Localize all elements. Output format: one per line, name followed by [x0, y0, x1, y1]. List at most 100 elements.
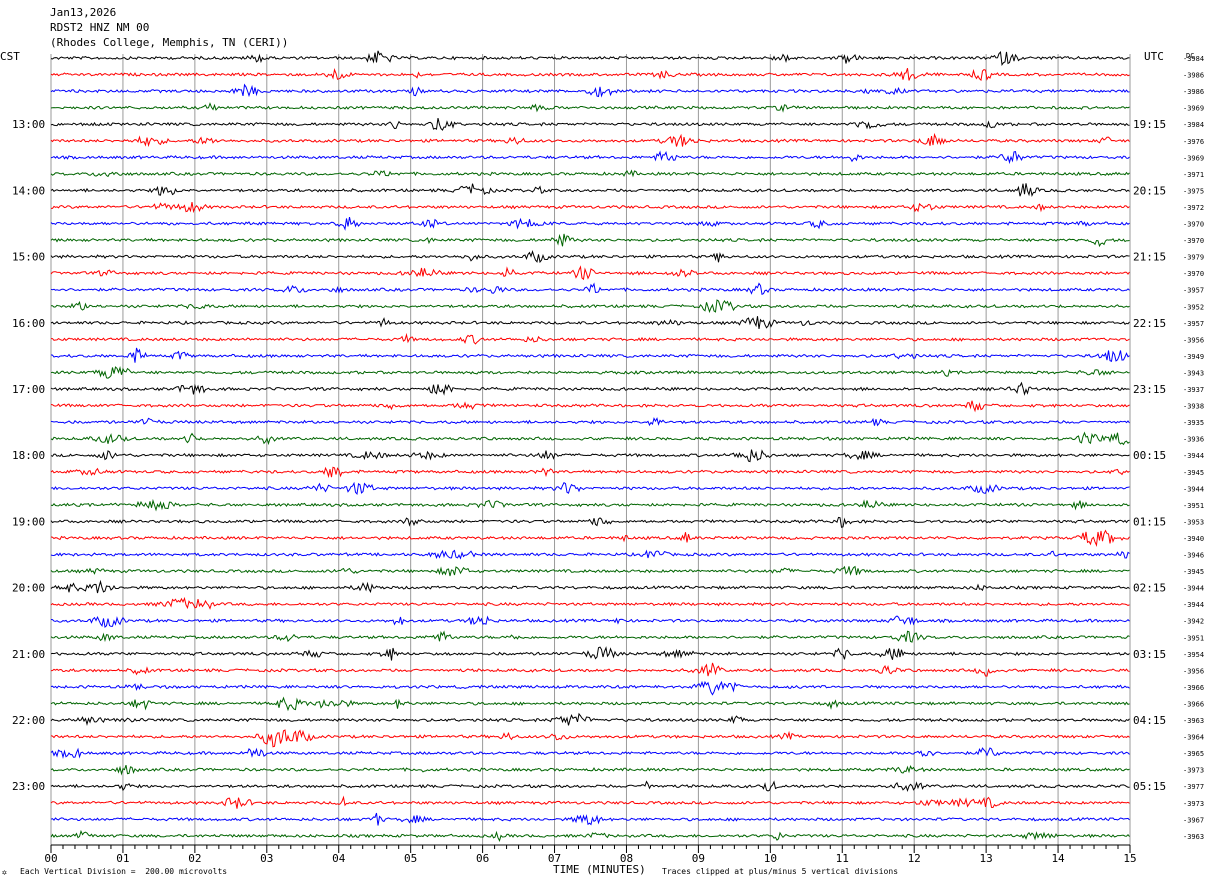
trace-line: [50, 549, 1130, 560]
trace-line: [50, 183, 1130, 197]
dc-offset-label: -3945: [1183, 469, 1204, 477]
plot-date: Jan13,2026: [50, 6, 117, 19]
x-tick-label: 02: [188, 852, 201, 865]
dc-offset-label: -3953: [1183, 518, 1204, 526]
trace-line: [50, 449, 1130, 463]
right-hour-label: 23:15: [1133, 383, 1166, 396]
trace-line: [50, 712, 1130, 726]
dc-offset-label: -3952: [1183, 303, 1204, 311]
trace-line: [50, 117, 1130, 131]
dc-offset-label: -3966: [1183, 700, 1204, 708]
dc-offset-label: -3969: [1183, 154, 1204, 162]
trace-line: [50, 680, 1130, 696]
trace-line: [50, 169, 1130, 178]
dc-offset-label: -3956: [1183, 667, 1204, 675]
trace-line: [50, 347, 1130, 363]
trace-line: [50, 481, 1130, 495]
dc-offset-label: -3973: [1183, 767, 1204, 775]
trace-line: [50, 102, 1130, 113]
x-tick-label: 07: [548, 852, 561, 865]
dc-offset-label: -3936: [1183, 436, 1204, 444]
dc-offset-label: -3944: [1183, 601, 1204, 609]
clip-note: Traces clipped at plus/minus 5 vertical …: [662, 867, 899, 876]
trace-line: [50, 646, 1130, 661]
trace-line: [50, 417, 1130, 427]
left-hour-label: 13:00: [12, 118, 45, 131]
x-tick-label: 06: [476, 852, 489, 865]
dc-offset-label: -3944: [1183, 452, 1204, 460]
left-hour-label: 21:00: [12, 648, 45, 661]
right-hour-label: 05:15: [1133, 780, 1166, 793]
dc-offset-label: -3957: [1183, 287, 1204, 295]
trace-line: [50, 68, 1130, 82]
x-tick-label: 11: [836, 852, 849, 865]
left-hour-label: 15:00: [12, 251, 45, 264]
trace-line: [50, 216, 1130, 231]
left-hour-label: 19:00: [12, 515, 45, 528]
dc-offset-label: -3965: [1183, 750, 1204, 758]
dc-offset-label: -3944: [1183, 485, 1204, 493]
dc-offset-label: -3942: [1183, 618, 1204, 626]
trace-line: [50, 696, 1130, 712]
corner-mark: ✡: [2, 868, 7, 877]
dc-offset-label: -3986: [1183, 88, 1204, 96]
dc-offset-label: -3986: [1183, 72, 1204, 80]
x-axis-title: TIME (MINUTES): [553, 863, 646, 876]
right-hour-label: 21:15: [1133, 251, 1166, 264]
dc-offset-label: -3971: [1183, 171, 1204, 179]
x-tick-label: 00: [44, 852, 57, 865]
trace-line: [50, 132, 1130, 148]
dc-offset-label: -3966: [1183, 684, 1204, 692]
trace-line: [50, 282, 1130, 296]
dc-offset-label: -3956: [1183, 336, 1204, 344]
trace-line: [50, 764, 1130, 776]
dc-offset-label: -3963: [1183, 717, 1204, 725]
dc-offset-label: -3963: [1183, 833, 1204, 841]
x-tick-label: 08: [620, 852, 633, 865]
right-hour-label: 19:15: [1133, 118, 1166, 131]
x-tick-label: 09: [692, 852, 705, 865]
dc-offset-label: -3975: [1183, 187, 1204, 195]
left-hour-label: 16:00: [12, 317, 45, 330]
dc-offset-label: -3984: [1183, 121, 1204, 129]
dc-offset-label: -3944: [1183, 585, 1204, 593]
station-location: (Rhodes College, Memphis, TN (CERI)): [50, 36, 289, 49]
trace-line: [50, 812, 1130, 826]
x-tick-label: 12: [908, 852, 921, 865]
left-hour-label: 14:00: [12, 184, 45, 197]
x-tick-label: 14: [1051, 852, 1065, 865]
trace-line: [50, 366, 1130, 379]
dc-offset-label: -3945: [1183, 568, 1204, 576]
trace-line: [50, 466, 1130, 479]
dc-offset-label: -3946: [1183, 552, 1204, 560]
x-tick-label: 03: [260, 852, 273, 865]
trace-line: [50, 747, 1130, 759]
trace-line: [50, 50, 1130, 66]
x-tick-label: 15: [1123, 852, 1136, 865]
dc-offset-label: -3976: [1183, 138, 1204, 146]
trace-line: [50, 630, 1130, 643]
dc-offset-label: -3951: [1183, 634, 1204, 642]
dc-offset-label: -3954: [1183, 651, 1204, 659]
trace-line: [50, 381, 1130, 396]
left-hour-label: 23:00: [12, 780, 45, 793]
dc-offset-label: -3951: [1183, 502, 1204, 510]
x-tick-label: 01: [116, 852, 129, 865]
trace-line: [50, 529, 1130, 548]
left-hour-label: 18:00: [12, 449, 45, 462]
trace-line: [50, 431, 1130, 446]
trace-line: [50, 829, 1130, 843]
right-hour-label: 00:15: [1133, 449, 1166, 462]
trace-line: [50, 83, 1130, 98]
x-tick-label: 13: [980, 852, 993, 865]
trace-line: [50, 265, 1130, 281]
trace-line: [50, 729, 1130, 748]
trace-line: [50, 565, 1130, 577]
right-hour-label: 04:15: [1133, 714, 1166, 727]
trace-line: [50, 662, 1130, 677]
left-hour-label: 22:00: [12, 714, 45, 727]
dc-offset-label: -3967: [1183, 816, 1204, 824]
dc-offset-label: -3984: [1183, 55, 1204, 63]
trace-line: [51, 299, 1130, 314]
trace-line: [50, 615, 1130, 628]
